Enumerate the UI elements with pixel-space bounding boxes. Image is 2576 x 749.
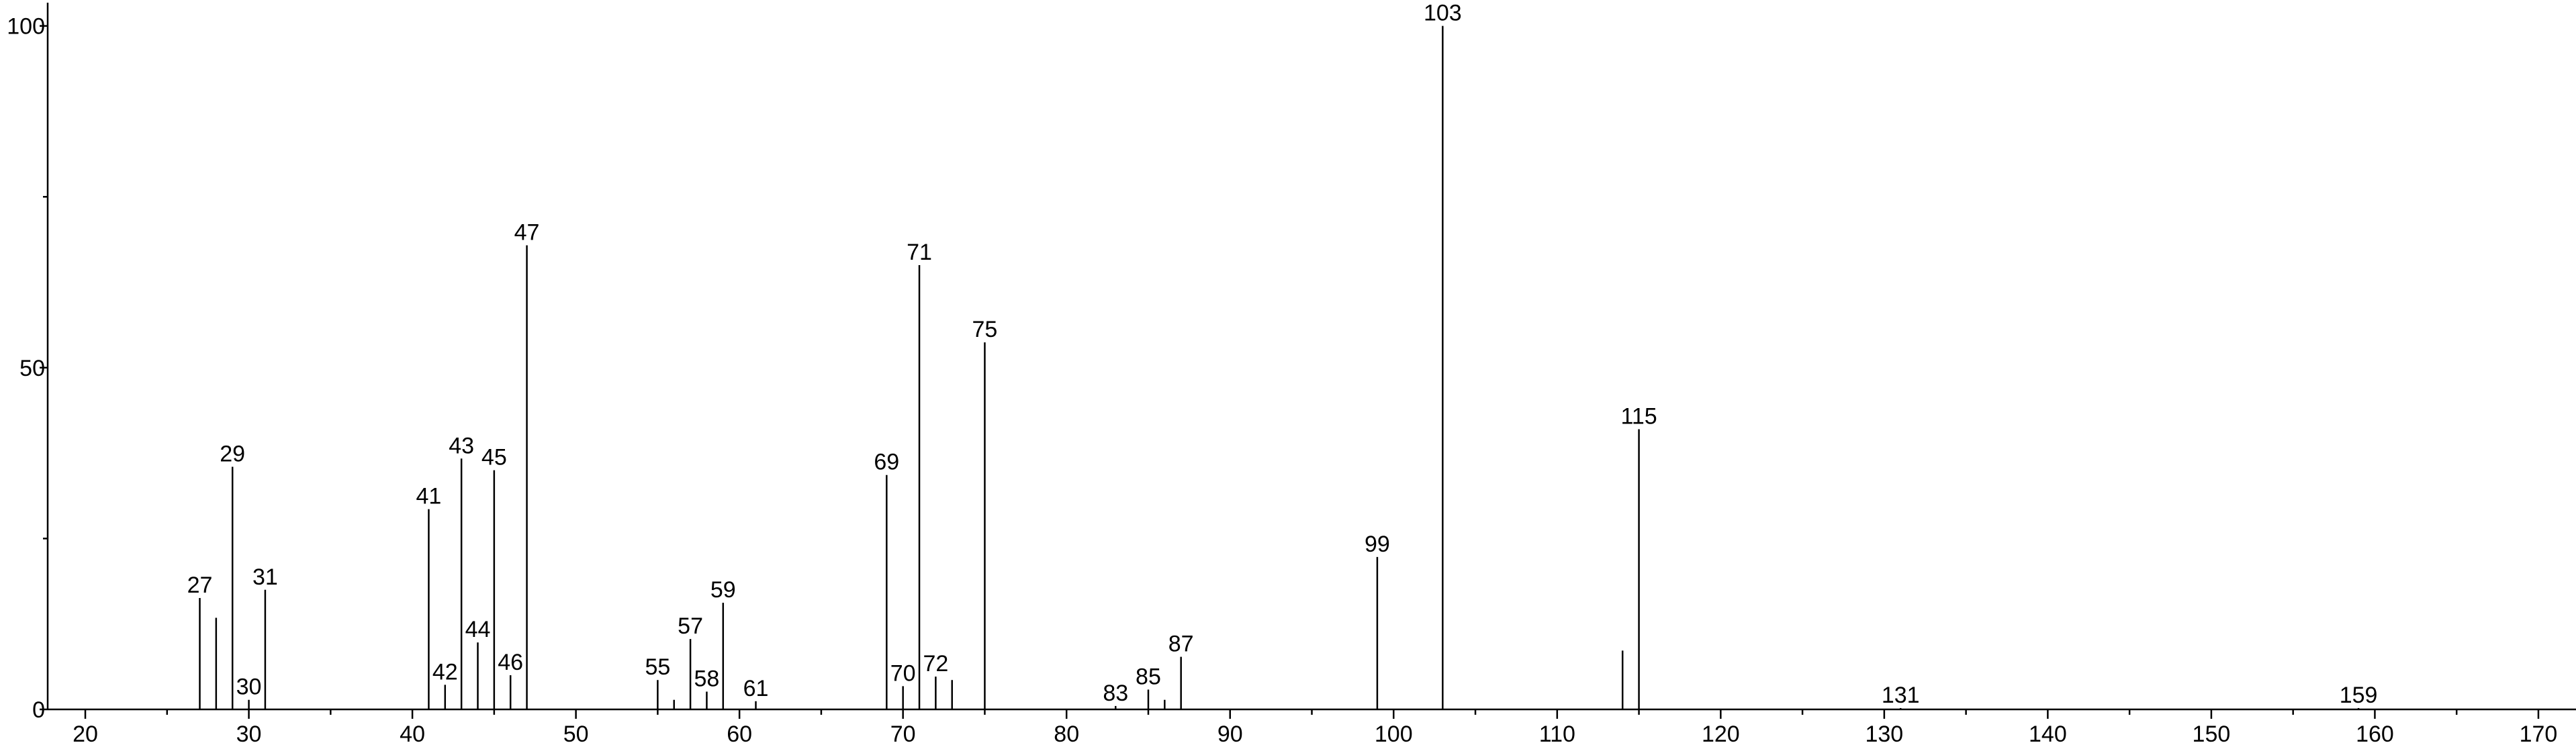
x-tick-label: 40 — [400, 721, 425, 747]
x-tick-label: 130 — [1865, 721, 1903, 747]
peak-label: 87 — [1168, 632, 1194, 657]
y-tick-label: 50 — [19, 356, 45, 381]
peak-label: 58 — [694, 666, 720, 692]
peak-label: 83 — [1103, 681, 1128, 706]
peak-label: 57 — [678, 613, 703, 639]
peak-label: 45 — [481, 445, 507, 470]
peak-label: 131 — [1882, 683, 1920, 708]
y-tick-label: 100 — [7, 14, 45, 40]
x-tick-label: 90 — [1217, 721, 1243, 747]
peak-label: 61 — [743, 676, 769, 701]
peak-label: 42 — [432, 659, 458, 685]
x-tick-label: 80 — [1054, 721, 1079, 747]
peak-label: 72 — [923, 651, 948, 677]
peak-label: 159 — [2340, 683, 2378, 708]
x-tick-label: 50 — [563, 721, 589, 747]
peak-label: 115 — [1620, 403, 1657, 429]
peak-label: 29 — [220, 441, 245, 466]
peak-label: 99 — [1365, 532, 1390, 557]
x-tick-label: 140 — [2029, 721, 2067, 747]
peak-label: 44 — [465, 617, 491, 642]
peak-label: 69 — [874, 450, 899, 475]
x-tick-label: 20 — [73, 721, 98, 747]
peak-label: 41 — [416, 484, 442, 509]
peak-label: 75 — [972, 317, 998, 342]
peak-label: 85 — [1136, 664, 1161, 689]
peak-label: 30 — [236, 675, 262, 700]
x-tick-label: 30 — [236, 721, 262, 747]
x-tick-label: 160 — [2356, 721, 2394, 747]
peak-label: 46 — [498, 650, 523, 675]
x-tick-label: 170 — [2520, 721, 2558, 747]
x-tick-label: 100 — [1375, 721, 1413, 747]
peak-label: 31 — [252, 564, 278, 590]
peak-label: 70 — [890, 660, 916, 686]
peak-label: 43 — [449, 433, 474, 458]
x-tick-label: 60 — [727, 721, 752, 747]
x-tick-label: 120 — [1702, 721, 1740, 747]
peak-label: 27 — [187, 572, 213, 598]
peak-label: 47 — [514, 220, 540, 246]
x-tick-label: 150 — [2193, 721, 2231, 747]
x-tick-label: 110 — [1539, 721, 1575, 747]
peak-label: 103 — [1424, 1, 1462, 26]
y-tick-label: 0 — [32, 697, 45, 723]
peak-label: 71 — [907, 240, 932, 265]
peak-label: 59 — [710, 577, 736, 603]
peak-label: 55 — [645, 654, 670, 680]
x-tick-label: 70 — [890, 721, 916, 747]
